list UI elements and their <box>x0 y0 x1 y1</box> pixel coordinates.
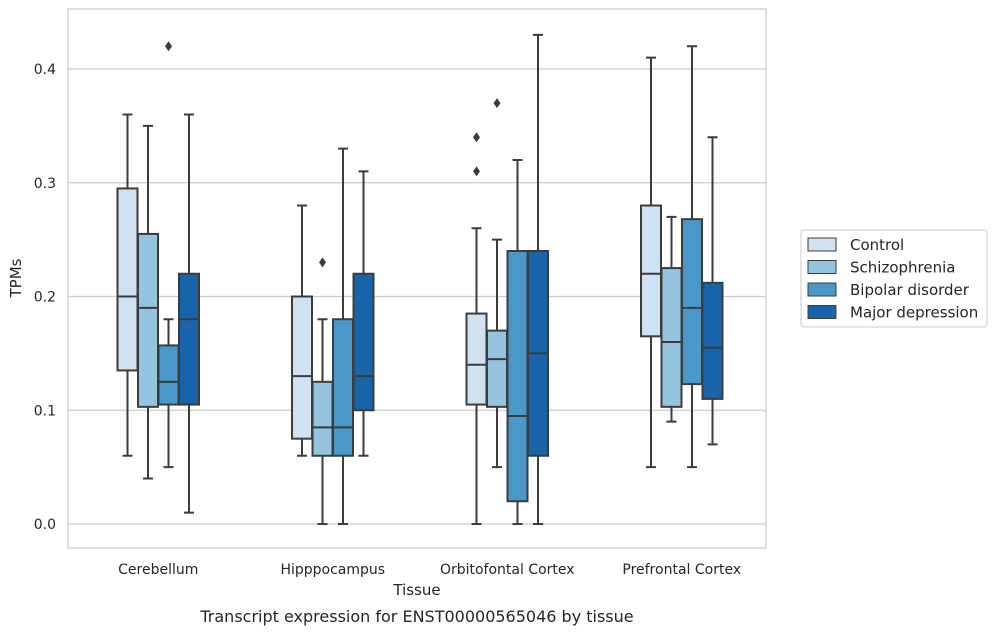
iqr-box <box>465 312 488 406</box>
iqr-box <box>352 272 375 412</box>
iqr-box <box>681 218 703 386</box>
y-tick-label: 0.0 <box>34 517 56 533</box>
box-major-depression <box>527 33 549 525</box>
y-tick-label: 0.2 <box>34 290 56 306</box>
legend-swatch <box>807 282 837 297</box>
iqr-box <box>486 329 508 408</box>
box-major-depression <box>178 113 200 514</box>
iqr-box <box>291 295 313 440</box>
legend-swatch <box>807 260 837 274</box>
iqr-box <box>116 187 139 372</box>
box-schizophrenia <box>486 98 508 469</box>
x-tick-label: Cerebellum <box>118 562 198 578</box>
iqr-box <box>640 204 662 338</box>
iqr-box <box>332 318 354 457</box>
iqr-box <box>137 232 159 408</box>
legend-label: Schizophrenia <box>850 259 955 277</box>
x-tick-labels: Cerebellum Hipppocampus Orbitofontal Corte… <box>118 562 741 578</box>
iqr-box <box>311 380 334 457</box>
y-tick-label: 0.1 <box>34 403 56 419</box>
chart-caption: Transcript expression for ENST0000056504… <box>199 607 633 626</box>
outlier-point <box>165 41 172 52</box>
x-tick-label: Hipppocampus <box>280 562 385 578</box>
legend-label: Major depression <box>850 304 978 322</box>
outlier-point <box>473 132 480 143</box>
legend-label: Bipolar disorder <box>850 281 970 299</box>
outlier-point <box>493 98 501 109</box>
y-tick-labels: 0.0 0.1 0.2 0.3 0.4 <box>34 62 56 533</box>
box-control <box>291 204 313 457</box>
box-major-depression <box>352 170 375 457</box>
box-bipolar-disorder <box>506 159 529 525</box>
iqr-box <box>701 281 724 400</box>
y-tick-label: 0.4 <box>34 62 56 78</box>
legend: Control Schizophrenia Bipolar disorder Majo… <box>800 229 988 328</box>
legend-swatch <box>807 305 837 319</box>
outlier-point <box>319 257 326 268</box>
iqr-box <box>506 250 529 503</box>
legend-frame <box>800 229 988 328</box>
x-axis-title: Tissue <box>392 581 440 599</box>
y-axis-title: TPMs <box>7 258 25 298</box>
box-schizophrenia <box>311 257 334 525</box>
outlier-point <box>473 166 480 177</box>
y-tick-label: 0.3 <box>34 176 56 192</box>
legend-label: Control <box>850 236 904 254</box>
plot-frame <box>67 8 767 549</box>
x-tick-label: Orbitofontal Cortex <box>440 562 575 578</box>
box-schizophrenia <box>137 124 159 480</box>
box-control <box>116 113 139 457</box>
iqr-box <box>660 267 683 408</box>
iqr-box <box>157 344 180 406</box>
x-tick-label: Prefrontal Cortex <box>622 562 741 578</box>
box-major-depression <box>701 136 724 446</box>
legend-swatch <box>807 237 837 252</box>
box-bipolar-disorder <box>332 147 354 525</box>
box-groups <box>116 33 724 525</box>
box-control <box>465 132 488 525</box>
iqr-box <box>178 272 200 406</box>
